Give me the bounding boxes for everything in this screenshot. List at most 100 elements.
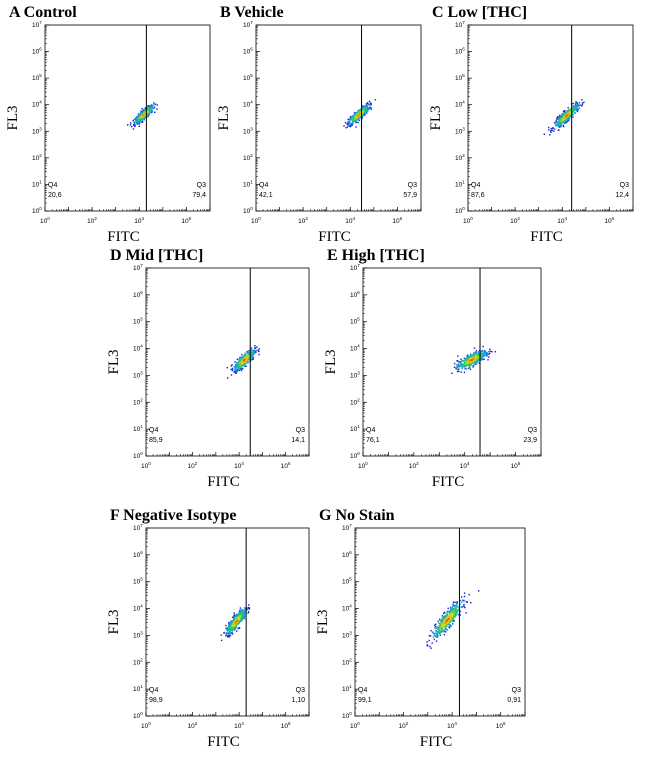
event-point	[231, 629, 234, 631]
event-point	[437, 620, 439, 622]
event-point	[241, 368, 243, 370]
event-point	[437, 629, 439, 631]
event-point	[477, 354, 479, 356]
event-point	[225, 627, 227, 629]
event-point	[466, 357, 468, 360]
event-point	[241, 618, 243, 621]
event-point	[467, 367, 469, 369]
event-point	[251, 349, 253, 351]
event-point	[453, 620, 455, 622]
event-point	[237, 369, 239, 371]
y-tick-label: 102	[243, 153, 253, 162]
panel-1: B Vehicle 100 102 104 106 100 101 102 103 104 105 1…	[216, 4, 422, 245]
event-point	[366, 104, 369, 107]
event-point	[482, 345, 484, 348]
event-point	[440, 626, 442, 628]
event-point	[250, 347, 253, 349]
event-point	[131, 125, 133, 128]
event-point	[567, 118, 570, 121]
event-point	[354, 118, 356, 120]
event-point	[242, 364, 245, 367]
panel-0: A Control 100 102 104 106 100 101 102 103 104 105 1…	[5, 4, 211, 245]
event-point	[435, 633, 438, 635]
event-point	[471, 360, 474, 362]
event-point	[564, 120, 566, 122]
event-point	[434, 632, 436, 634]
event-point	[351, 117, 353, 119]
event-point	[450, 617, 452, 620]
event-point	[469, 358, 471, 361]
event-point	[354, 116, 356, 119]
event-point	[135, 119, 137, 121]
event-point	[236, 370, 238, 373]
event-point	[569, 116, 571, 118]
event-point	[246, 609, 248, 611]
event-point	[453, 362, 456, 365]
event-point	[566, 115, 569, 117]
event-point	[578, 107, 580, 109]
event-points	[543, 99, 585, 136]
event-point	[346, 122, 349, 125]
event-point	[138, 121, 140, 124]
event-point	[238, 627, 241, 629]
y-tick-label: 100	[133, 711, 143, 720]
event-point	[358, 115, 360, 117]
event-point	[467, 359, 469, 361]
event-point	[234, 367, 237, 370]
event-point	[236, 365, 238, 367]
y-tick-label: 106	[243, 47, 253, 56]
event-point	[247, 354, 250, 356]
event-point	[458, 366, 461, 368]
event-point	[456, 603, 458, 606]
y-tick-label: 103	[455, 126, 465, 135]
event-point	[464, 359, 467, 361]
event-point	[230, 374, 233, 376]
event-point	[480, 355, 482, 357]
y-tick-label: 101	[32, 179, 42, 188]
event-point	[454, 614, 457, 616]
event-point	[441, 615, 443, 617]
event-point	[475, 355, 478, 357]
panel-title: F Negative Isotype	[110, 507, 237, 524]
event-point	[468, 362, 470, 364]
event-point	[241, 614, 243, 616]
event-point	[478, 590, 480, 592]
event-point	[462, 364, 465, 367]
event-point	[563, 120, 565, 122]
event-point	[238, 358, 240, 360]
quadrant-q3-value: 79,4	[192, 192, 206, 199]
event-point	[558, 114, 561, 117]
event-point	[364, 107, 366, 110]
quadrant-q3-value: 0,91	[507, 697, 521, 704]
event-point	[562, 121, 565, 123]
event-point	[429, 635, 432, 637]
event-point	[458, 368, 460, 370]
event-point	[241, 617, 244, 619]
event-point	[469, 365, 471, 367]
event-point	[474, 356, 477, 358]
event-point	[353, 113, 356, 115]
panel-title: G No Stain	[319, 507, 395, 524]
event-point	[361, 105, 364, 107]
event-point	[446, 624, 449, 626]
event-point	[231, 622, 234, 624]
y-tick-label: 102	[32, 153, 42, 162]
event-point	[226, 628, 228, 630]
event-point	[465, 601, 468, 603]
event-point	[457, 365, 459, 368]
event-point	[460, 360, 462, 362]
event-point	[139, 117, 142, 119]
event-point	[229, 631, 231, 634]
event-point	[359, 109, 361, 111]
event-point	[150, 112, 152, 114]
event-point	[351, 123, 353, 125]
event-point	[466, 601, 468, 603]
y-tick-label: 104	[133, 344, 143, 353]
event-point	[565, 121, 568, 123]
event-point	[363, 109, 365, 111]
event-point	[240, 366, 243, 369]
event-point	[229, 632, 231, 635]
x-tick-label: 100	[350, 721, 360, 730]
event-point	[561, 119, 564, 121]
event-point	[138, 114, 141, 116]
